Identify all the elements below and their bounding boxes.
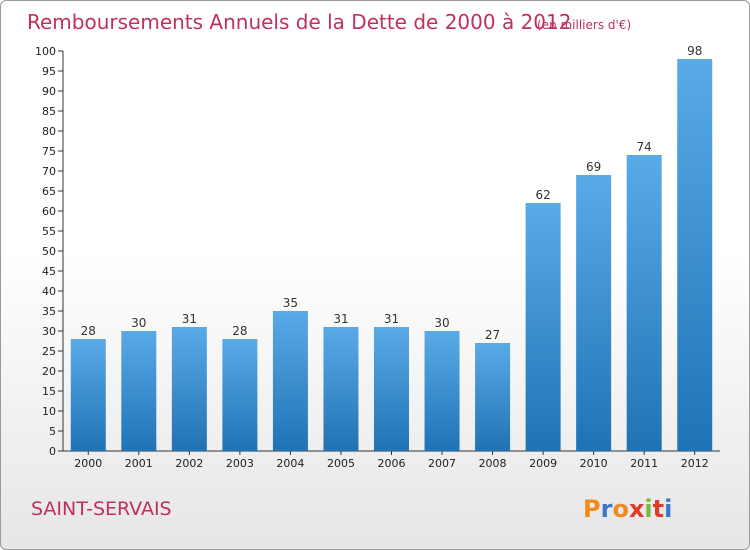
x-tick-label-2003: 2003 bbox=[226, 457, 254, 470]
value-label-2006: 31 bbox=[384, 312, 399, 326]
y-tick-label: 90 bbox=[42, 85, 56, 98]
y-tick-label: 85 bbox=[42, 105, 56, 118]
y-tick-label: 25 bbox=[42, 345, 56, 358]
value-label-2001: 30 bbox=[131, 316, 146, 330]
y-tick-label: 40 bbox=[42, 285, 56, 298]
y-tick-label: 45 bbox=[42, 265, 56, 278]
y-tick-label: 10 bbox=[42, 405, 56, 418]
x-tick-label-2007: 2007 bbox=[428, 457, 456, 470]
value-label-2012: 98 bbox=[687, 44, 702, 58]
x-tick-label-2008: 2008 bbox=[479, 457, 507, 470]
chart-title: Remboursements Annuels de la Dette de 20… bbox=[27, 10, 571, 34]
y-tick-label: 60 bbox=[42, 205, 56, 218]
bar-2010 bbox=[576, 175, 612, 451]
y-tick-label: 80 bbox=[42, 125, 56, 138]
value-label-2008: 27 bbox=[485, 328, 500, 342]
y-tick-label: 35 bbox=[42, 305, 56, 318]
x-tick-label-2001: 2001 bbox=[125, 457, 153, 470]
x-tick-label-2002: 2002 bbox=[175, 457, 203, 470]
bar-2003 bbox=[222, 339, 258, 451]
bar-2009 bbox=[525, 203, 561, 451]
y-tick-label: 65 bbox=[42, 185, 56, 198]
x-tick-label-2010: 2010 bbox=[580, 457, 608, 470]
bar-2012 bbox=[677, 59, 713, 451]
x-tick-label-2004: 2004 bbox=[276, 457, 304, 470]
logo-letter: r bbox=[601, 495, 613, 523]
bar-2007 bbox=[424, 331, 460, 451]
x-tick-label-2006: 2006 bbox=[378, 457, 406, 470]
bar-2004 bbox=[272, 311, 308, 451]
logo-letter: i bbox=[664, 495, 672, 523]
value-label-2010: 69 bbox=[586, 160, 601, 174]
logo-letter: t bbox=[653, 495, 664, 523]
y-tick-label: 75 bbox=[42, 145, 56, 158]
bar-2011 bbox=[626, 155, 662, 451]
y-tick-label: 20 bbox=[42, 365, 56, 378]
logo-letter: o bbox=[612, 495, 629, 523]
y-tick-label: 30 bbox=[42, 325, 56, 338]
x-tick-label-2012: 2012 bbox=[681, 457, 709, 470]
logo-letter: x bbox=[629, 495, 645, 523]
value-label-2000: 28 bbox=[81, 324, 96, 338]
y-tick-label: 100 bbox=[35, 45, 56, 58]
logo-letter: P bbox=[583, 495, 601, 523]
value-label-2004: 35 bbox=[283, 296, 298, 310]
x-tick-label-2000: 2000 bbox=[74, 457, 102, 470]
logo-letter: i bbox=[644, 495, 652, 523]
y-tick-label: 70 bbox=[42, 165, 56, 178]
value-label-2007: 30 bbox=[434, 316, 449, 330]
y-tick-label: 50 bbox=[42, 245, 56, 258]
bars: 28 2000 30 2001 31 2002 28 2003 35 2004 31 2005 31 20… bbox=[70, 44, 713, 470]
x-tick-label-2005: 2005 bbox=[327, 457, 355, 470]
x-tick-label-2009: 2009 bbox=[529, 457, 557, 470]
value-label-2005: 31 bbox=[333, 312, 348, 326]
bar-2006 bbox=[374, 327, 409, 451]
y-tick-label: 95 bbox=[42, 65, 56, 78]
y-tick-label: 15 bbox=[42, 385, 56, 398]
y-tick-label: 55 bbox=[42, 225, 56, 238]
value-label-2003: 28 bbox=[232, 324, 247, 338]
y-tick-label: 5 bbox=[49, 425, 56, 438]
chart-subtitle: (en milliers d'€) bbox=[537, 18, 631, 32]
axes: 0 5 10 15 20 25 30 35 40 45 50 55 60 65 70 75 80 85 90 95 10… bbox=[35, 45, 720, 458]
value-label-2009: 62 bbox=[535, 188, 550, 202]
bar-2002 bbox=[171, 327, 207, 451]
x-tick-label-2011: 2011 bbox=[630, 457, 658, 470]
city-name: SAINT-SERVAIS bbox=[31, 498, 172, 520]
bar-2001 bbox=[121, 331, 157, 451]
value-label-2011: 74 bbox=[637, 140, 652, 154]
bar-2000 bbox=[70, 339, 106, 451]
bar-2008 bbox=[475, 343, 511, 451]
y-tick-label: 0 bbox=[49, 445, 56, 458]
proxiti-logo: Proxiti bbox=[583, 495, 672, 523]
value-label-2002: 31 bbox=[182, 312, 197, 326]
bar-2005 bbox=[323, 327, 359, 451]
